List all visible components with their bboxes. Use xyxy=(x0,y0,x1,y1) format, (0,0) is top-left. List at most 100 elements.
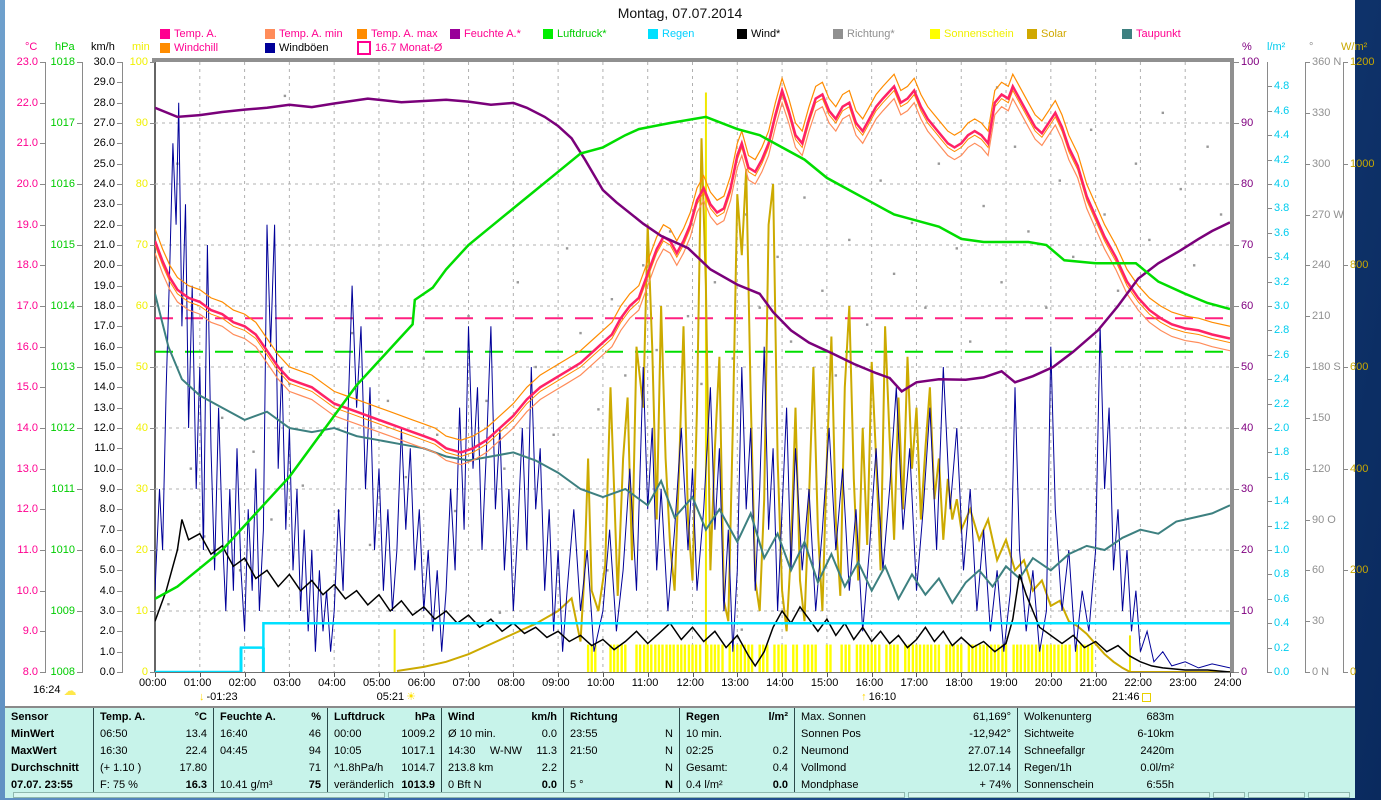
cell-value: 71 xyxy=(308,762,321,774)
richtung-dot xyxy=(1161,111,1165,115)
legend-swatch xyxy=(450,29,460,39)
windchill xyxy=(155,89,1230,458)
axis-tick-kmh: 16.0 xyxy=(93,340,115,353)
legend-item-richtung-[interactable]: Richtung* xyxy=(833,28,895,40)
legend-item-temp-a-max[interactable]: Temp. A. max xyxy=(357,28,438,40)
legend-item-16-7-monat-[interactable]: 16.7 Monat-Ø xyxy=(357,41,442,55)
legend-label: Luftdruck* xyxy=(557,28,607,40)
richtung-dot xyxy=(579,331,582,335)
legend-label: Sonnenschein xyxy=(944,28,1014,40)
legend-item-windb-en[interactable]: Windböen xyxy=(265,42,329,54)
cell-value: 94 xyxy=(308,745,321,757)
cell-text: F: 75 % xyxy=(100,779,138,791)
legend-item-temp-a-min[interactable]: Temp. A. min xyxy=(265,28,343,40)
sunshine-bar xyxy=(1057,644,1060,672)
axis-tick-c: 15.0 xyxy=(16,381,38,394)
legend-swatch xyxy=(1122,29,1132,39)
legend-swatch xyxy=(648,29,658,39)
cell-text: Regen/1h xyxy=(1024,762,1072,774)
cell-value: % xyxy=(311,711,321,723)
x-axis-label: 18:00 xyxy=(945,677,973,689)
cell-text: Temp. A. xyxy=(100,711,146,723)
legend-item-windchill[interactable]: Windchill xyxy=(160,42,218,54)
sunshine-bar xyxy=(986,644,989,672)
richtung-dot xyxy=(1206,145,1209,148)
marker-time: -01:23 xyxy=(206,691,238,703)
sunshine-bar xyxy=(1004,644,1008,672)
richtung-dot xyxy=(892,272,896,276)
axis-tick-lm2: 0.8 xyxy=(1274,568,1290,581)
x-axis-label: 20:00 xyxy=(1034,677,1063,689)
legend-label: Taupunkt xyxy=(1136,28,1181,40)
richtung-dot xyxy=(1192,264,1196,267)
sunshine-bar xyxy=(728,644,731,672)
table-col-luftdruck: Luftdruck hPa 00:00 1009.2 10:05 1017.1 ^1.8hP… xyxy=(327,708,441,798)
cell-text: Sensor xyxy=(11,711,49,723)
statusbar-section xyxy=(388,792,905,798)
sunshine-bar xyxy=(795,644,799,672)
sunshine-bar xyxy=(620,644,623,672)
x-axis-label: 24:00 xyxy=(1214,677,1242,689)
legend-label: Solar xyxy=(1041,28,1067,40)
legend-item-temp-a-[interactable]: Temp. A. xyxy=(160,28,217,40)
axis-tick-kmh: 24.0 xyxy=(93,178,115,190)
axis-tick-kmh: 4.0 xyxy=(99,584,115,597)
axis-tick-lm2: 4.4 xyxy=(1274,129,1290,142)
richtung-dot xyxy=(1000,281,1003,284)
axis-tick-wm2: 600 xyxy=(1350,361,1369,373)
cell-text: Richtung xyxy=(570,711,618,723)
axis-tick-min: 40 xyxy=(135,422,148,434)
x-axis-label: 00:00 xyxy=(139,677,167,689)
stats-table: Sensor MinWert MaxWert Durchschnitt 07.07. 2… xyxy=(5,706,1355,798)
corner-time: 16:24 xyxy=(33,684,61,696)
richtung-dot xyxy=(220,416,224,420)
legend-item-luftdruck-[interactable]: Luftdruck* xyxy=(543,28,607,40)
richtung-dot xyxy=(485,399,488,403)
sunshine-bar xyxy=(967,644,971,672)
richtung-dot xyxy=(834,374,838,377)
sunshine-bar xyxy=(930,644,933,672)
legend-item-solar[interactable]: Solar xyxy=(1027,28,1067,40)
richtung-dot xyxy=(668,230,672,233)
axis-tick-deg: 90 O xyxy=(1312,513,1336,526)
legend-swatch xyxy=(265,29,275,39)
richtung-dot xyxy=(1027,230,1030,233)
legend-item-feuchte-a-[interactable]: Feuchte A.* xyxy=(450,28,521,40)
axis-tick-wm2: 1000 xyxy=(1350,157,1375,170)
axis-header-c: °C xyxy=(25,41,38,53)
richtung-dot xyxy=(453,509,457,513)
axis-header-pct: % xyxy=(1242,41,1252,53)
sunshine-bar xyxy=(874,644,877,672)
marker-time: 16:10 xyxy=(868,691,897,703)
solar xyxy=(396,138,1230,672)
axis-tick-deg: 30 xyxy=(1312,615,1325,628)
axis-tick-kmh: 23.0 xyxy=(93,198,115,211)
cell-value: 16.3 xyxy=(185,779,207,791)
axis-tick-c: 11.0 xyxy=(17,544,38,556)
legend-item-wind-[interactable]: Wind* xyxy=(737,28,780,40)
richtung-dot xyxy=(238,569,242,572)
sunshine-bar xyxy=(635,644,638,672)
sunshine-bar xyxy=(732,644,735,672)
axis-tick-lm2: 1.6 xyxy=(1274,470,1290,483)
richtung-dot xyxy=(368,543,372,547)
x-axis-label: 07:00 xyxy=(452,677,481,689)
cell-value: 0.2 xyxy=(772,745,788,757)
statusbar-section xyxy=(1308,792,1350,798)
legend-item-sonnenschein[interactable]: Sonnenschein xyxy=(930,28,1014,40)
legend-item-taupunkt[interactable]: Taupunkt xyxy=(1122,28,1181,40)
sunshine-bar xyxy=(915,644,918,672)
corner-annotation: 16:24 ☁ xyxy=(33,684,77,697)
weather-plot xyxy=(155,62,1230,672)
legend-swatch xyxy=(160,43,170,53)
cell-value: 0.4 xyxy=(772,762,788,774)
axis-tick-hpa: 1008 xyxy=(50,666,75,678)
axis-tick-kmh: 21.0 xyxy=(93,239,115,251)
legend-swatch xyxy=(833,29,843,39)
cell-value: hPa xyxy=(414,711,435,723)
legend-item-regen[interactable]: Regen xyxy=(648,28,694,40)
cell-text: MaxWert xyxy=(11,745,57,757)
cell-value: 12.07.14 xyxy=(968,762,1011,774)
richtung-dot xyxy=(435,433,439,436)
axis-tick-lm2: 3.4 xyxy=(1274,251,1290,264)
